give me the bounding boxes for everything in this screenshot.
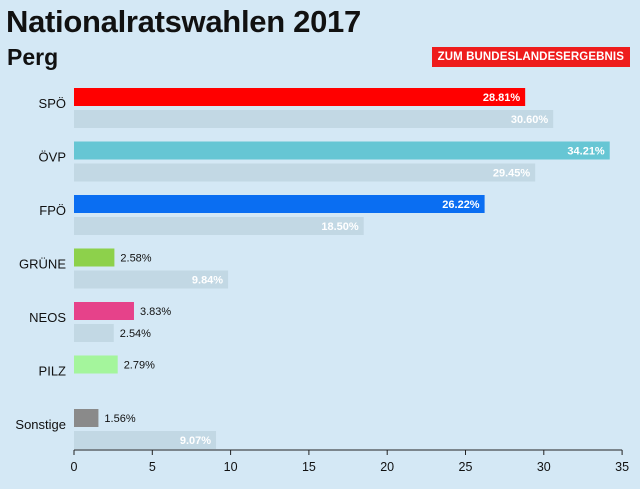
bar-previous-label: 30.60% <box>511 114 549 126</box>
bar-current-label: 1.56% <box>104 413 135 425</box>
bar-previous-label: 18.50% <box>321 221 359 233</box>
bar-previous-label: 9.07% <box>180 435 211 447</box>
bar-current-label: 26.22% <box>442 199 480 211</box>
x-axis-tick-label: 0 <box>71 460 78 474</box>
x-axis-tick-label: 15 <box>302 460 316 474</box>
x-axis-tick-label: 30 <box>537 460 551 474</box>
bar-current <box>74 248 115 267</box>
category-label: ÖVP <box>39 150 66 165</box>
bar-previous-label: 2.54% <box>120 328 151 340</box>
bar-current-label: 2.79% <box>124 360 155 372</box>
bar-previous <box>74 431 217 449</box>
page-title: Nationalratswahlen 2017 <box>6 4 361 39</box>
x-axis-tick-label: 25 <box>459 460 473 474</box>
bar-previous-label: 9.84% <box>192 275 223 287</box>
x-axis-tick-label: 5 <box>149 460 156 474</box>
category-label: Sonstige <box>15 417 66 432</box>
category-label: GRÜNE <box>19 257 66 272</box>
bar-previous <box>74 163 536 182</box>
bar-previous-label: 29.45% <box>493 168 531 180</box>
category-label: NEOS <box>29 310 66 325</box>
bar-previous <box>74 217 364 235</box>
bar-current <box>74 88 526 106</box>
x-axis-tick-label: 35 <box>615 460 629 474</box>
bar-current <box>74 302 134 320</box>
bar-current <box>74 141 610 160</box>
page-subtitle: Perg <box>7 44 59 70</box>
bar-current-label: 28.81% <box>483 92 521 104</box>
bar-current-label: 34.21% <box>567 146 605 158</box>
bar-current <box>74 409 99 427</box>
bar-current-label: 3.83% <box>140 306 171 318</box>
bar-previous <box>74 110 554 128</box>
x-axis-tick-label: 20 <box>380 460 394 474</box>
x-axis-tick-label: 10 <box>224 460 238 474</box>
bar-current <box>74 195 485 213</box>
bar-current <box>74 355 118 374</box>
category-label: PILZ <box>39 364 67 379</box>
bar-previous <box>74 270 229 289</box>
category-label: FPÖ <box>39 203 66 218</box>
category-label: SPÖ <box>39 96 66 111</box>
state-result-button[interactable]: ZUM BUNDESLANDESERGEBNIS <box>431 47 630 67</box>
bar-current-label: 2.58% <box>120 253 151 265</box>
bar-previous <box>74 324 114 342</box>
